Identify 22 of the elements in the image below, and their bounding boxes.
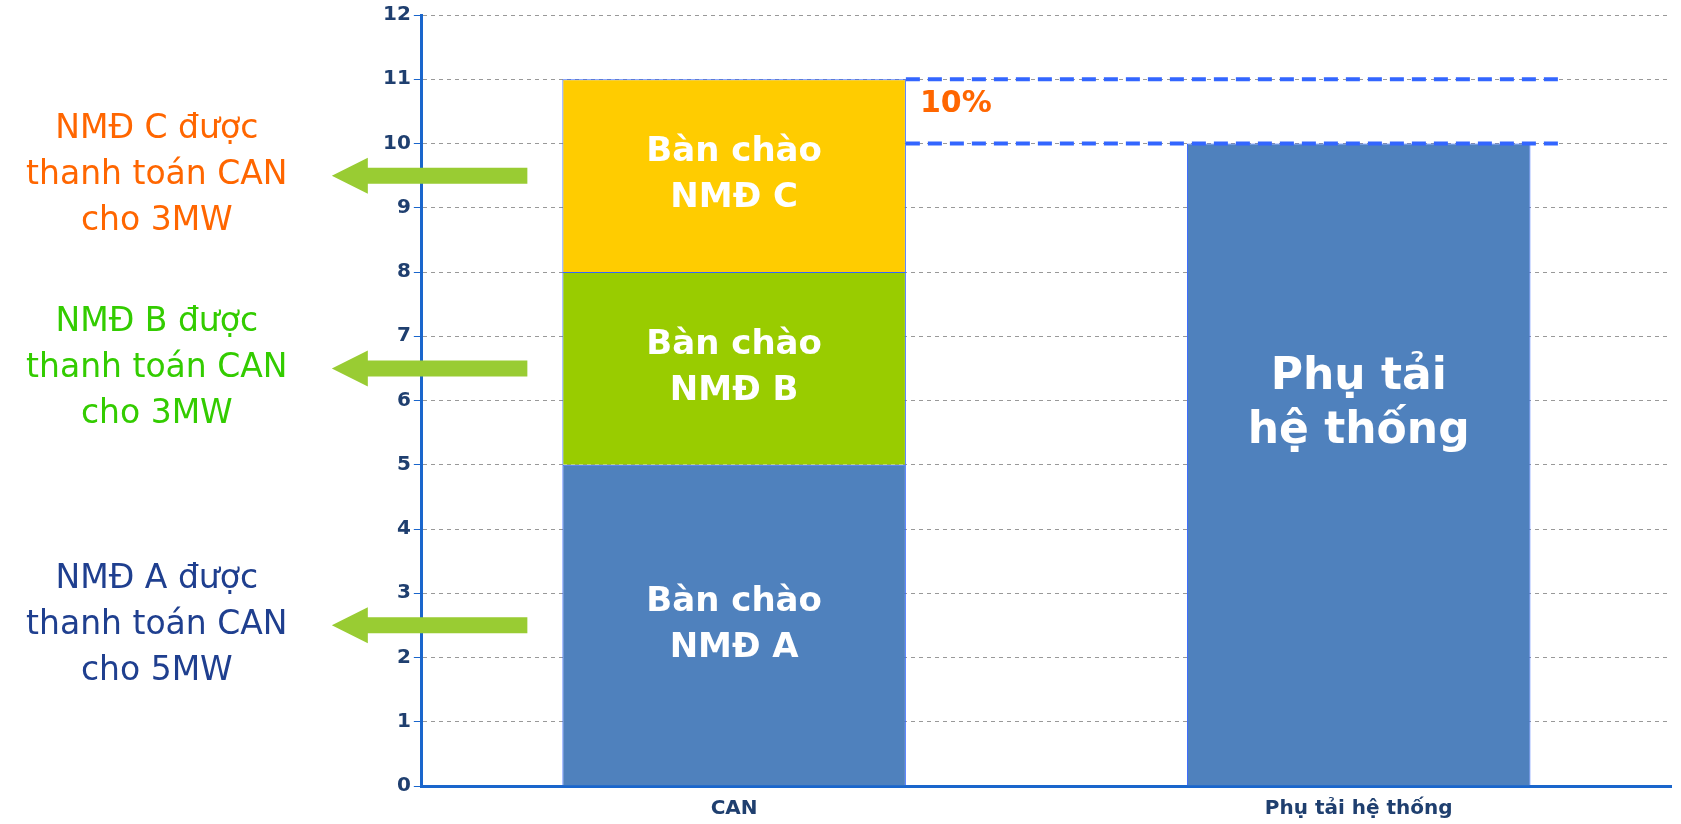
text: NMĐ A được thanh toán CAN cho 5MW bbox=[26, 556, 288, 688]
y-tick-label: 9 bbox=[396, 193, 411, 218]
y-tick-label: 1 bbox=[396, 707, 411, 732]
series-label: Bàn chào NMĐ A bbox=[646, 578, 822, 665]
text: NMĐ C được thanh toán CAN cho 3MW bbox=[26, 107, 288, 239]
y-tick-label: 2 bbox=[396, 643, 411, 668]
y-tick-label: 3 bbox=[396, 579, 411, 604]
y-tick-label: 12 bbox=[382, 1, 411, 26]
y-tick-label: 5 bbox=[396, 450, 411, 475]
y-tick-label: 6 bbox=[396, 386, 411, 411]
y-tick-label: 0 bbox=[396, 772, 411, 797]
y-tick-label: 10 bbox=[382, 129, 411, 154]
text: NMĐ B được thanh toán CAN cho 3MW bbox=[26, 299, 288, 431]
y-tick-label: 7 bbox=[396, 322, 411, 347]
annotation: 10% bbox=[919, 84, 992, 120]
y-tick-label: 8 bbox=[396, 258, 411, 283]
series-label: Phụ tải hệ thống bbox=[1247, 347, 1470, 453]
series-label: Bàn chào NMĐ B bbox=[646, 322, 822, 409]
series-label: Bàn chào NMĐ C bbox=[646, 129, 822, 216]
y-tick-label: 4 bbox=[396, 515, 411, 540]
y-tick-label: 11 bbox=[382, 65, 411, 90]
x-tick-label: CAN bbox=[710, 795, 758, 820]
